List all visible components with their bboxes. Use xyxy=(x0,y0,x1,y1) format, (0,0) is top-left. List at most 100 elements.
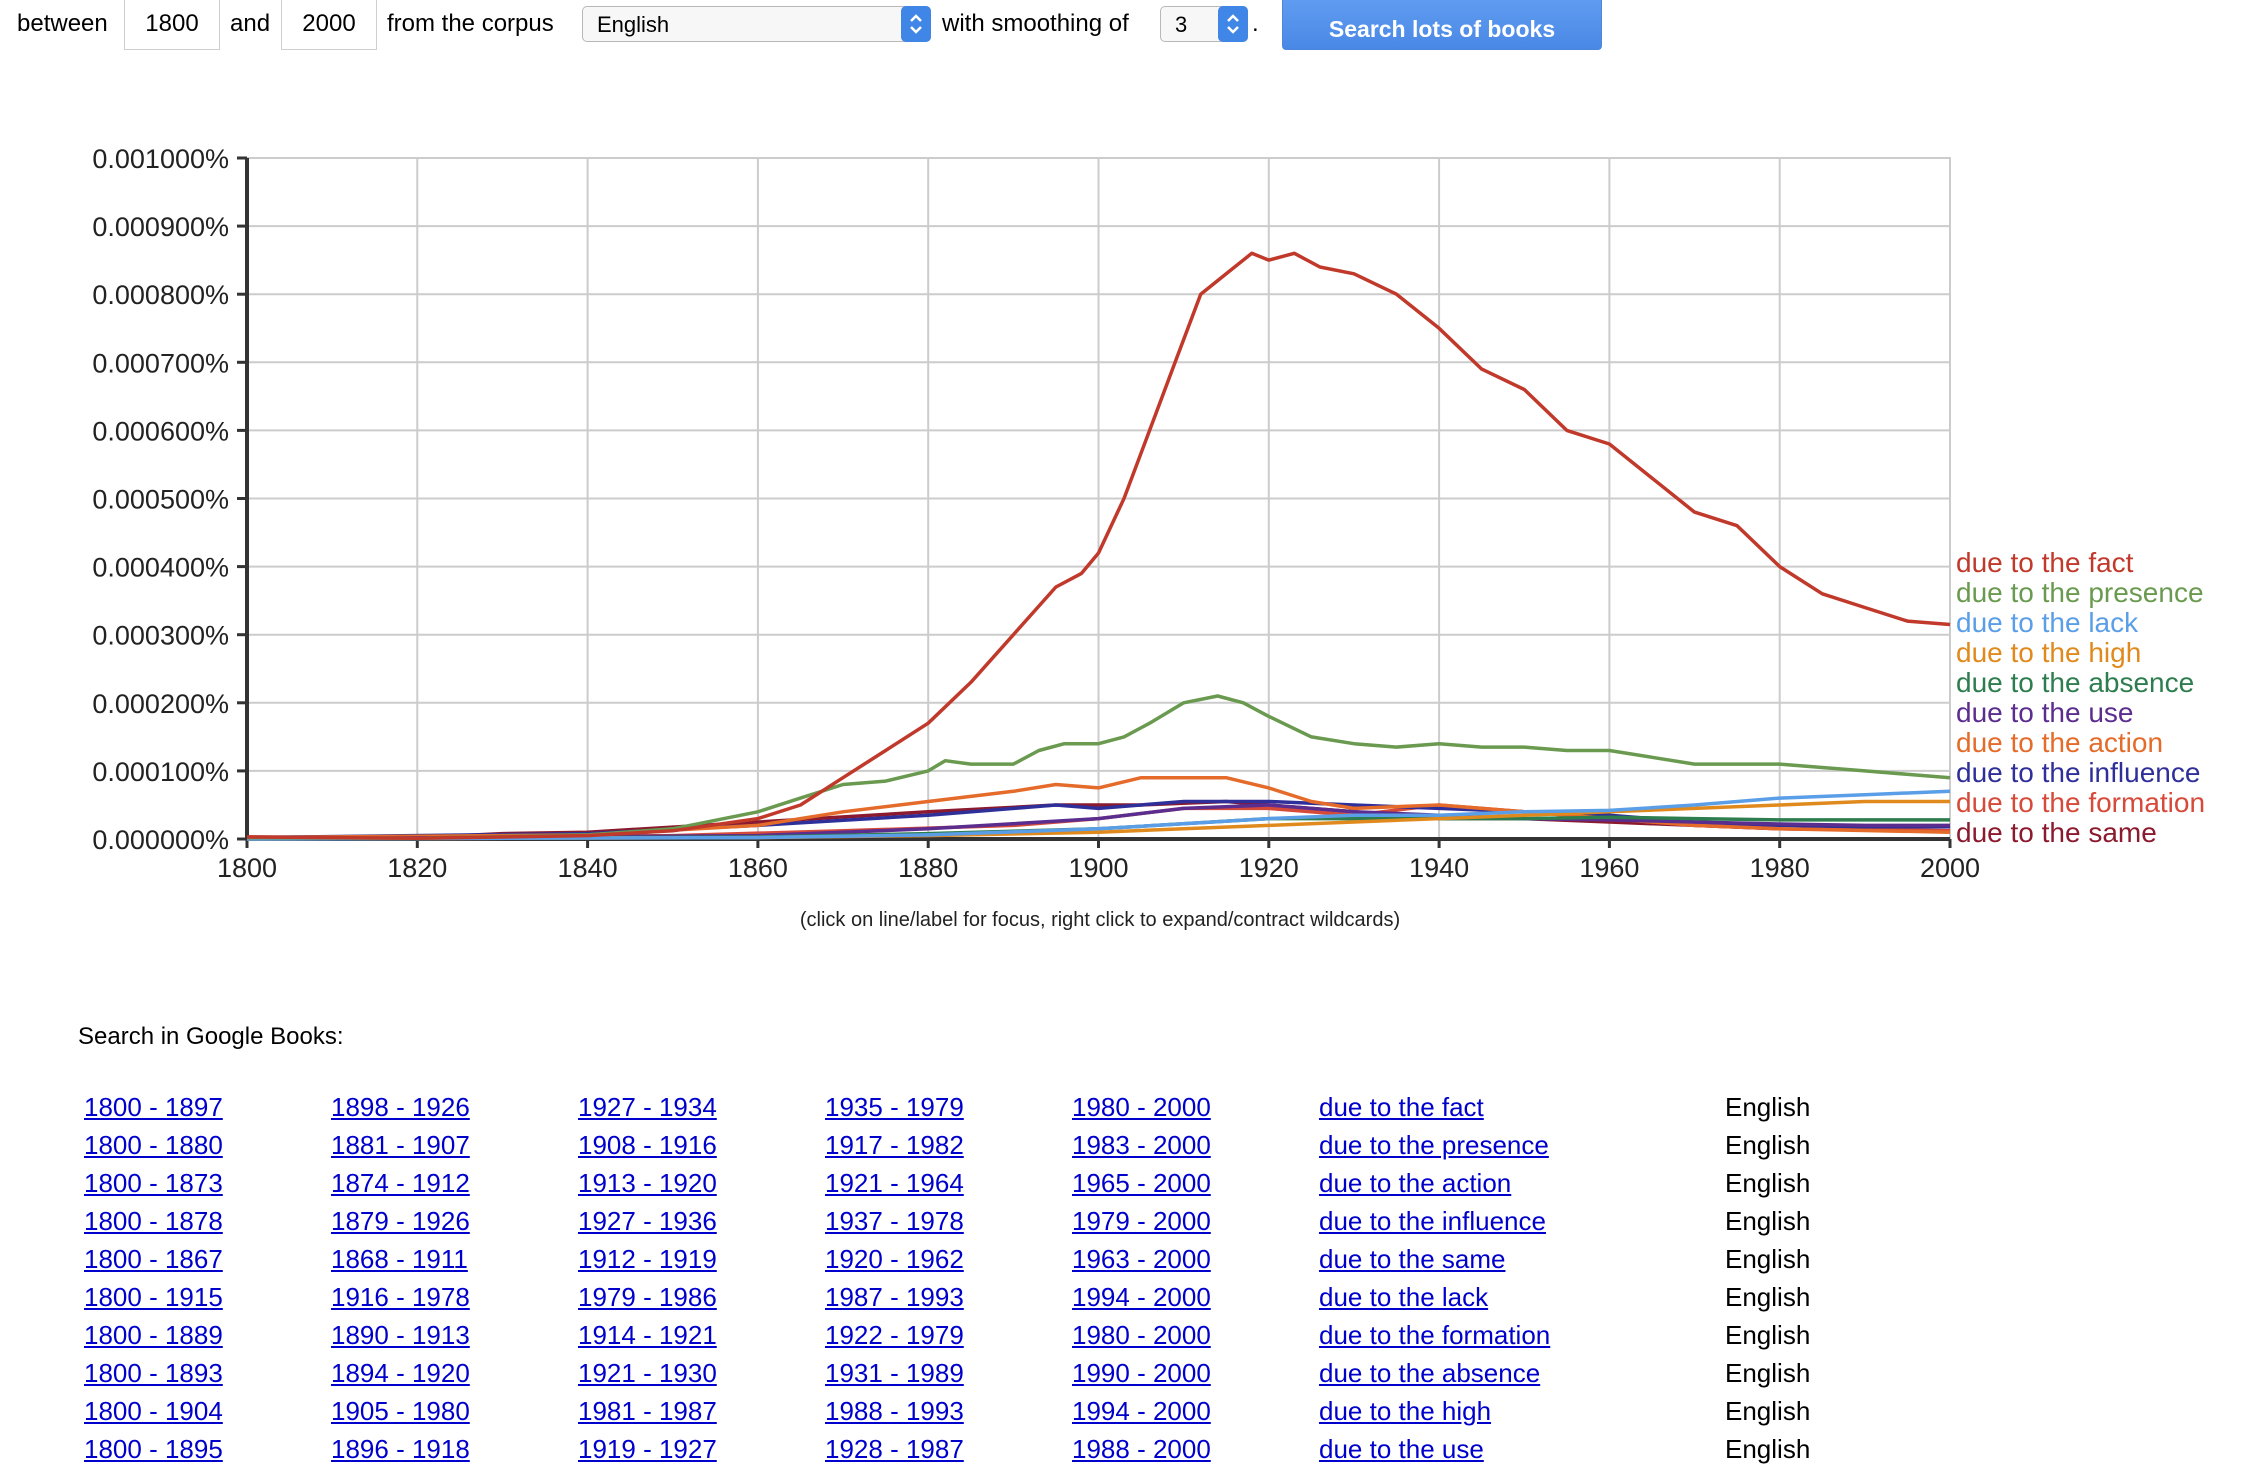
phrase-link[interactable]: due to the influence xyxy=(1319,1206,1546,1236)
year-range-link[interactable]: 1928 - 1987 xyxy=(825,1434,964,1464)
year-range-link[interactable]: 1917 - 1982 xyxy=(825,1130,964,1160)
y-axis: 0.000000% 0.000100% 0.000200% 0.000300% 0.00… xyxy=(92,144,249,855)
smoothing-select[interactable]: 3 xyxy=(1160,6,1248,42)
year-range-link[interactable]: 1921 - 1930 xyxy=(578,1358,717,1388)
year-range-link[interactable]: 1994 - 2000 xyxy=(1072,1396,1211,1426)
year-range-cell: 1927 - 1936 xyxy=(578,1202,825,1240)
year-range-link[interactable]: 1800 - 1897 xyxy=(84,1092,223,1122)
series-lines xyxy=(246,251,1951,841)
year-range-link[interactable]: 1927 - 1934 xyxy=(578,1092,717,1122)
year-range-link[interactable]: 1800 - 1873 xyxy=(84,1168,223,1198)
between-label: between xyxy=(17,10,108,37)
year-range-cell: 1879 - 1926 xyxy=(331,1202,578,1240)
phrase-cell: due to the absence xyxy=(1319,1354,1725,1392)
legend-due-to-the-absence[interactable]: due to the absence xyxy=(1956,667,2194,698)
year-range-cell: 1937 - 1978 xyxy=(825,1202,1072,1240)
year-range-link[interactable]: 1800 - 1915 xyxy=(84,1282,223,1312)
x-tick-label: 1840 xyxy=(558,853,618,883)
year-range-link[interactable]: 1800 - 1867 xyxy=(84,1244,223,1274)
x-tick-label: 1800 xyxy=(217,853,277,883)
year-range-link[interactable]: 1800 - 1889 xyxy=(84,1320,223,1350)
phrase-link[interactable]: due to the action xyxy=(1319,1168,1512,1198)
year-range-link[interactable]: 1874 - 1912 xyxy=(331,1168,470,1198)
table-row: 1800 - 1873 1874 - 1912 1913 - 1920 1921 - … xyxy=(84,1164,1845,1202)
year-range-link[interactable]: 1987 - 1993 xyxy=(825,1282,964,1312)
year-range-link[interactable]: 1800 - 1880 xyxy=(84,1130,223,1160)
year-range-link[interactable]: 1937 - 1978 xyxy=(825,1206,964,1236)
year-range-link[interactable]: 1881 - 1907 xyxy=(331,1130,470,1160)
year-range-link[interactable]: 1879 - 1926 xyxy=(331,1206,470,1236)
legend-due-to-the-presence[interactable]: due to the presence xyxy=(1956,577,2204,608)
start-year-input[interactable]: 1800 xyxy=(124,0,220,50)
smoothing-label: with smoothing of xyxy=(942,10,1129,37)
x-tick-label: 1940 xyxy=(1409,853,1469,883)
chart-grid xyxy=(246,157,1951,840)
year-range-link[interactable]: 1921 - 1964 xyxy=(825,1168,964,1198)
phrase-link[interactable]: due to the same xyxy=(1319,1244,1506,1274)
year-range-link[interactable]: 1979 - 1986 xyxy=(578,1282,717,1312)
year-range-link[interactable]: 1927 - 1936 xyxy=(578,1206,717,1236)
phrase-link[interactable]: due to the presence xyxy=(1319,1130,1549,1160)
year-range-link[interactable]: 1894 - 1920 xyxy=(331,1358,470,1388)
legend-due-to-the-influence[interactable]: due to the influence xyxy=(1956,757,2200,788)
corpus-cell: English xyxy=(1725,1092,1811,1122)
year-range-cell: 1980 - 2000 xyxy=(1072,1316,1319,1354)
table-row: 1800 - 1904 1905 - 1980 1981 - 1987 1988 - … xyxy=(84,1392,1845,1430)
year-range-link[interactable]: 1908 - 1916 xyxy=(578,1130,717,1160)
year-range-link[interactable]: 1990 - 2000 xyxy=(1072,1358,1211,1388)
year-range-link[interactable]: 1965 - 2000 xyxy=(1072,1168,1211,1198)
year-range-link[interactable]: 1922 - 1979 xyxy=(825,1320,964,1350)
legend-due-to-the-same[interactable]: due to the same xyxy=(1956,817,2157,848)
year-range-link[interactable]: 1896 - 1918 xyxy=(331,1434,470,1464)
y-tick-label: 0.000100% xyxy=(92,757,229,787)
year-range-link[interactable]: 1935 - 1979 xyxy=(825,1092,964,1122)
legend-due-to-the-fact[interactable]: due to the fact xyxy=(1956,547,2134,578)
year-range-link[interactable]: 1988 - 2000 xyxy=(1072,1434,1211,1464)
year-range-link[interactable]: 1912 - 1919 xyxy=(578,1244,717,1274)
period-text: . xyxy=(1252,10,1259,37)
legend-due-to-the-action[interactable]: due to the action xyxy=(1956,727,2163,758)
legend-due-to-the-high[interactable]: due to the high xyxy=(1956,637,2141,668)
year-range-link[interactable]: 1800 - 1904 xyxy=(84,1396,223,1426)
phrase-link[interactable]: due to the fact xyxy=(1319,1092,1484,1122)
year-range-link[interactable]: 1988 - 1993 xyxy=(825,1396,964,1426)
legend-due-to-the-lack[interactable]: due to the lack xyxy=(1956,607,2139,638)
year-range-link[interactable]: 1931 - 1989 xyxy=(825,1358,964,1388)
phrase-cell: due to the same xyxy=(1319,1240,1725,1278)
year-range-link[interactable]: 1979 - 2000 xyxy=(1072,1206,1211,1236)
year-range-link[interactable]: 1914 - 1921 xyxy=(578,1320,717,1350)
series-line-due-to-the-lack[interactable] xyxy=(246,789,1951,841)
year-range-link[interactable]: 1919 - 1927 xyxy=(578,1434,717,1464)
year-range-link[interactable]: 1905 - 1980 xyxy=(331,1396,470,1426)
series-line-due-to-the-fact[interactable] xyxy=(246,251,1951,841)
year-range-link[interactable]: 1981 - 1987 xyxy=(578,1396,717,1426)
phrase-link[interactable]: due to the lack xyxy=(1319,1282,1489,1312)
legend-due-to-the-use[interactable]: due to the use xyxy=(1956,697,2133,728)
year-range-link[interactable]: 1963 - 2000 xyxy=(1072,1244,1211,1274)
year-range-link[interactable]: 1800 - 1878 xyxy=(84,1206,223,1236)
year-range-link[interactable]: 1800 - 1893 xyxy=(84,1358,223,1388)
search-books-button[interactable]: Search lots of books xyxy=(1282,0,1602,50)
year-range-link[interactable]: 1980 - 2000 xyxy=(1072,1320,1211,1350)
year-range-link[interactable]: 1920 - 1962 xyxy=(825,1244,964,1274)
table-row: 1800 - 1880 1881 - 1907 1908 - 1916 1917 - … xyxy=(84,1126,1845,1164)
legend-due-to-the-formation[interactable]: due to the formation xyxy=(1956,787,2205,818)
phrase-link[interactable]: due to the formation xyxy=(1319,1320,1551,1350)
year-range-link[interactable]: 1983 - 2000 xyxy=(1072,1130,1211,1160)
year-range-link[interactable]: 1800 - 1895 xyxy=(84,1434,223,1464)
phrase-link[interactable]: due to the use xyxy=(1319,1434,1484,1464)
phrase-link[interactable]: due to the absence xyxy=(1319,1358,1541,1388)
year-range-link[interactable]: 1913 - 1920 xyxy=(578,1168,717,1198)
year-range-link[interactable]: 1898 - 1926 xyxy=(331,1092,470,1122)
table-row: 1800 - 1867 1868 - 1911 1912 - 1919 1920 - … xyxy=(84,1240,1845,1278)
year-range-link[interactable]: 1980 - 2000 xyxy=(1072,1092,1211,1122)
year-range-cell: 1980 - 2000 xyxy=(1072,1088,1319,1126)
corpus-select[interactable]: English xyxy=(582,6,931,42)
year-range-link[interactable]: 1868 - 1911 xyxy=(331,1244,468,1274)
end-year-input[interactable]: 2000 xyxy=(281,0,377,50)
year-range-cell: 1800 - 1878 xyxy=(84,1202,331,1240)
phrase-link[interactable]: due to the high xyxy=(1319,1396,1492,1426)
year-range-link[interactable]: 1994 - 2000 xyxy=(1072,1282,1211,1312)
year-range-link[interactable]: 1916 - 1978 xyxy=(331,1282,470,1312)
year-range-link[interactable]: 1890 - 1913 xyxy=(331,1320,470,1350)
